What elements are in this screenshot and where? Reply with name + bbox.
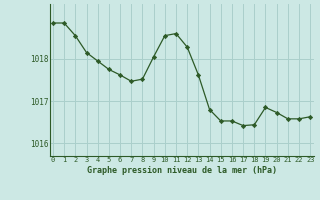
X-axis label: Graphe pression niveau de la mer (hPa): Graphe pression niveau de la mer (hPa): [87, 166, 276, 175]
